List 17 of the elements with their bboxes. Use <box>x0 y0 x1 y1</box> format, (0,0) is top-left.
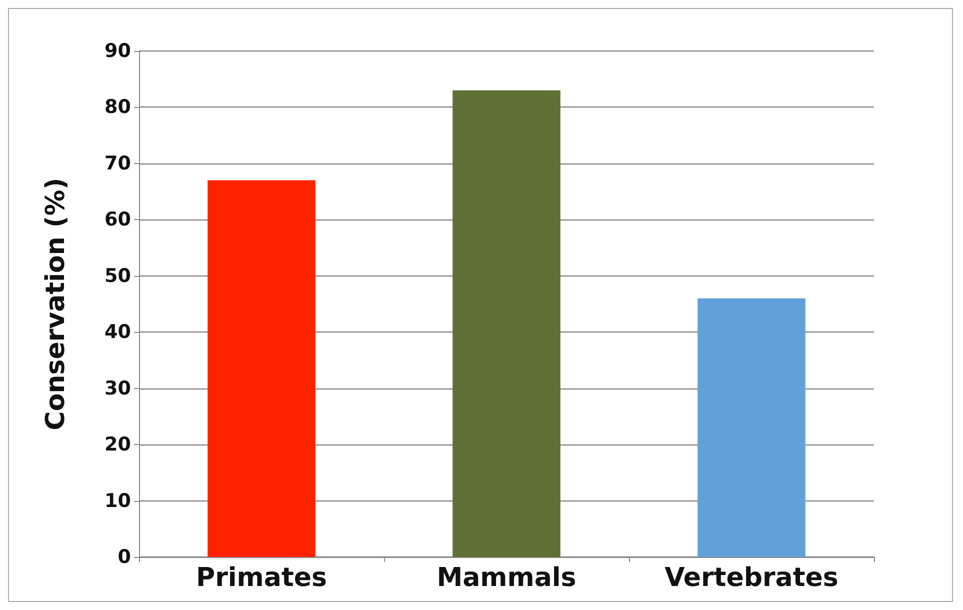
bar <box>452 90 560 557</box>
y-tick-label: 10 <box>104 490 131 512</box>
y-tick-label: 20 <box>104 434 131 456</box>
bar <box>208 180 316 557</box>
y-axis-title: Conservation (%) <box>41 178 71 430</box>
y-tick-label: 60 <box>104 208 131 231</box>
x-tick-label: Vertebrates <box>664 563 838 593</box>
y-tick-label: 80 <box>104 96 131 118</box>
y-tick-label: 30 <box>104 377 131 400</box>
bar <box>698 298 806 557</box>
x-tick-label: Mammals <box>436 563 576 593</box>
y-tick-label: 0 <box>118 546 131 568</box>
y-tick-label: 40 <box>104 321 131 344</box>
y-tick-label: 70 <box>104 152 131 174</box>
y-tick-label: 90 <box>104 40 131 62</box>
x-tick-label: Primates <box>196 563 327 593</box>
y-tick-label: 50 <box>104 264 131 287</box>
